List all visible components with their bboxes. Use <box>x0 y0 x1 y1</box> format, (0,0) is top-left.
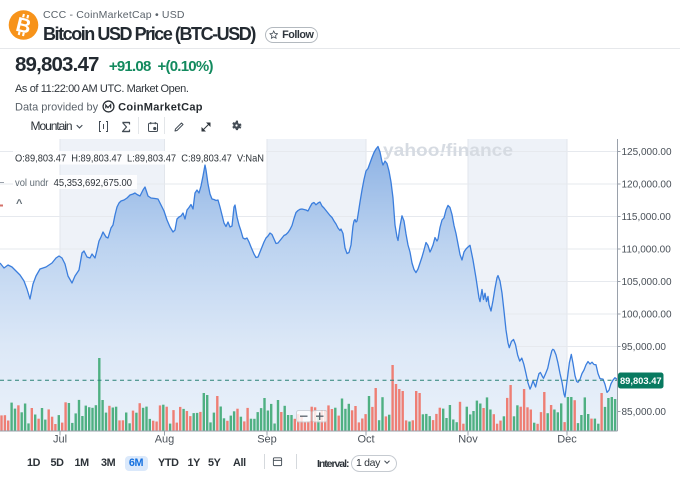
svg-text:yahoo!finance: yahoo !finance <box>383 140 513 160</box>
svg-text:120,000.00: 120,000.00 <box>622 180 672 191</box>
svg-text:115,000.00: 115,000.00 <box>622 212 672 223</box>
svg-text:^: ^ <box>16 198 23 210</box>
svg-text:B: B <box>14 13 34 39</box>
svg-text:110,000.00: 110,000.00 <box>622 245 672 256</box>
svg-text:O:89,803.47 H:89,803.47 L:89: O:89,803.47 H:89,803.47 L:89,803.47 C:89… <box>15 153 264 165</box>
svg-text:100,000.00: 100,000.00 <box>622 310 672 321</box>
svg-text:Jul: Jul <box>53 434 67 446</box>
svg-text:Aug: Aug <box>155 434 175 446</box>
svg-text:105,000.00: 105,000.00 <box>622 277 672 288</box>
svg-text:Oct: Oct <box>357 434 374 446</box>
svg-text:95,000.00: 95,000.00 <box>622 342 667 353</box>
svg-text:vol undr 45,353,692,675.00: vol undr 45,353,692,675.00 <box>15 177 132 189</box>
svg-text:125,000.00: 125,000.00 <box>622 147 672 158</box>
svg-text:89,803.47: 89,803.47 <box>620 375 662 386</box>
svg-text:Nov: Nov <box>458 434 478 446</box>
svg-text:Sep: Sep <box>257 434 277 446</box>
svg-text:Dec: Dec <box>557 434 577 446</box>
svg-text:85,000.00: 85,000.00 <box>622 407 667 418</box>
